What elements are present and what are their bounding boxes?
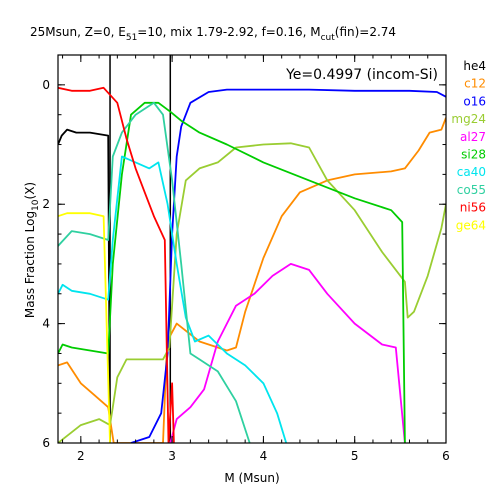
chart-title: 25Msun, Z=0, E51=10, mix 1.79-2.92, f=0.… bbox=[30, 25, 396, 43]
legend-entry-si28: si28 bbox=[461, 148, 486, 162]
x-tick-label: 6 bbox=[442, 449, 450, 463]
series-line-o16 bbox=[130, 88, 446, 443]
series-line-al27 bbox=[169, 262, 406, 443]
x-tick-label: 4 bbox=[260, 449, 268, 463]
legend-entry-al27: al27 bbox=[460, 130, 486, 144]
x-tick-label: 5 bbox=[351, 449, 359, 463]
series-line-ca40 bbox=[58, 155, 288, 443]
series-line-si28 bbox=[58, 101, 406, 443]
legend-entry-mg24: mg24 bbox=[451, 112, 486, 126]
legend-entry-ca40: ca40 bbox=[457, 165, 486, 179]
series-line-ni56 bbox=[58, 86, 175, 443]
series-line-he4 bbox=[58, 128, 111, 443]
legend-entry-c12: c12 bbox=[464, 77, 486, 91]
y-axis-ticks: 0 2 4 6 bbox=[42, 78, 446, 450]
series-line-mg24 bbox=[58, 142, 446, 443]
series-lines bbox=[58, 86, 446, 443]
y-tick-label: 4 bbox=[42, 317, 50, 331]
series-line-c12 bbox=[58, 117, 446, 443]
y-tick-label: 6 bbox=[42, 436, 50, 450]
legend-entry-ge64: ge64 bbox=[456, 218, 486, 232]
plot-frame bbox=[57, 54, 447, 444]
legend-entry-co55: co55 bbox=[457, 183, 486, 197]
legend: he4 c12 o16 mg24 al27 si28 ca40 co55 ni56 ge64 bbox=[451, 59, 486, 232]
x-axis-ticks: 2 3 4 5 6 bbox=[62, 55, 450, 463]
series-line-ge64 bbox=[58, 212, 111, 443]
x-tick-label: 2 bbox=[77, 449, 85, 463]
y-tick-label: 0 bbox=[42, 78, 50, 92]
series-line-co55 bbox=[58, 101, 251, 443]
legend-entry-he4: he4 bbox=[463, 59, 486, 73]
y-tick-label: 2 bbox=[42, 197, 50, 211]
y-axis-label: Mass Fraction Log10(X) bbox=[23, 182, 41, 318]
x-axis-label: M (Msun) bbox=[224, 471, 279, 485]
ye-annotation: Ye=0.4997 (incom-Si) bbox=[285, 67, 438, 83]
legend-entry-o16: o16 bbox=[463, 94, 486, 108]
legend-entry-ni56: ni56 bbox=[460, 201, 486, 215]
x-tick-label: 3 bbox=[168, 449, 176, 463]
